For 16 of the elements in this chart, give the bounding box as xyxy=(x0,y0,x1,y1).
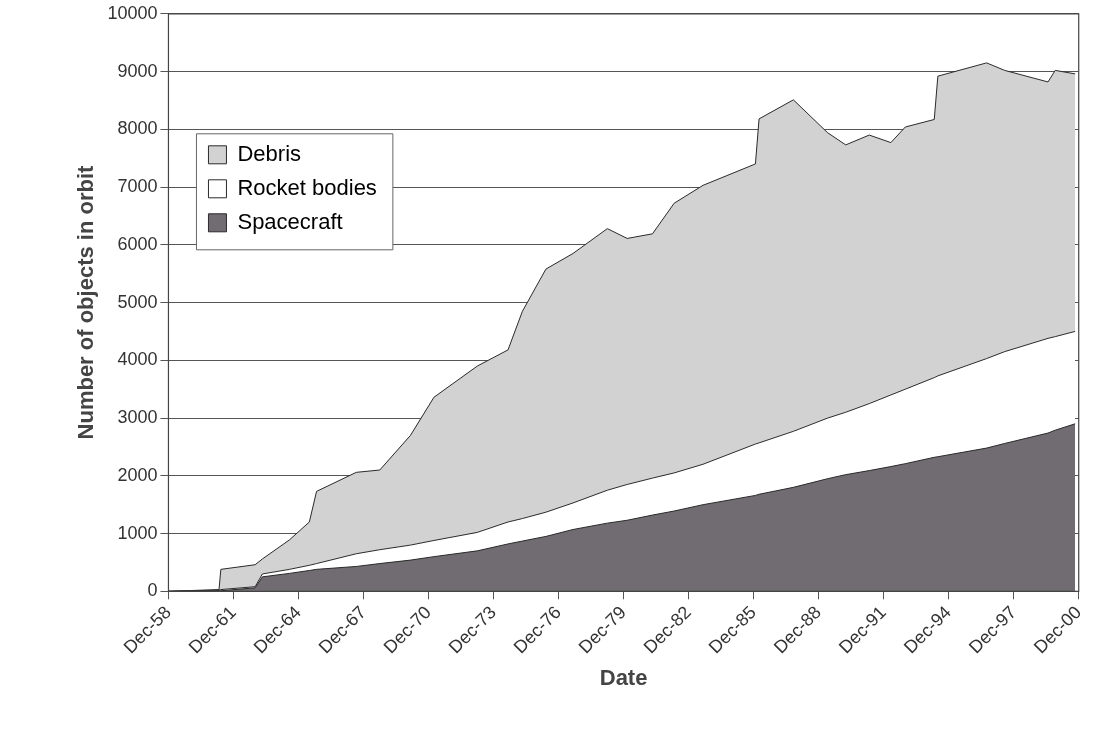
y-tick-label: 2000 xyxy=(117,464,158,485)
y-axis-title: Number of objects in orbit xyxy=(73,164,99,440)
y-tick-label: 0 xyxy=(147,580,158,601)
y-tick-label: 8000 xyxy=(117,118,158,139)
legend-label: Spacecraft xyxy=(237,208,343,234)
y-tick-label: 9000 xyxy=(117,60,158,81)
y-tick-label: 6000 xyxy=(117,233,158,254)
y-tick-label: 10000 xyxy=(107,2,158,23)
x-axis-title: Date xyxy=(599,664,648,690)
y-tick-label: 4000 xyxy=(117,349,158,370)
y-tick-label: 3000 xyxy=(117,407,158,428)
y-tick-label: 7000 xyxy=(117,176,158,197)
y-tick-label: 5000 xyxy=(117,291,158,312)
legend-label: Debris xyxy=(237,140,302,166)
y-tick-label: 1000 xyxy=(117,522,158,543)
legend-label: Rocket bodies xyxy=(237,174,377,200)
